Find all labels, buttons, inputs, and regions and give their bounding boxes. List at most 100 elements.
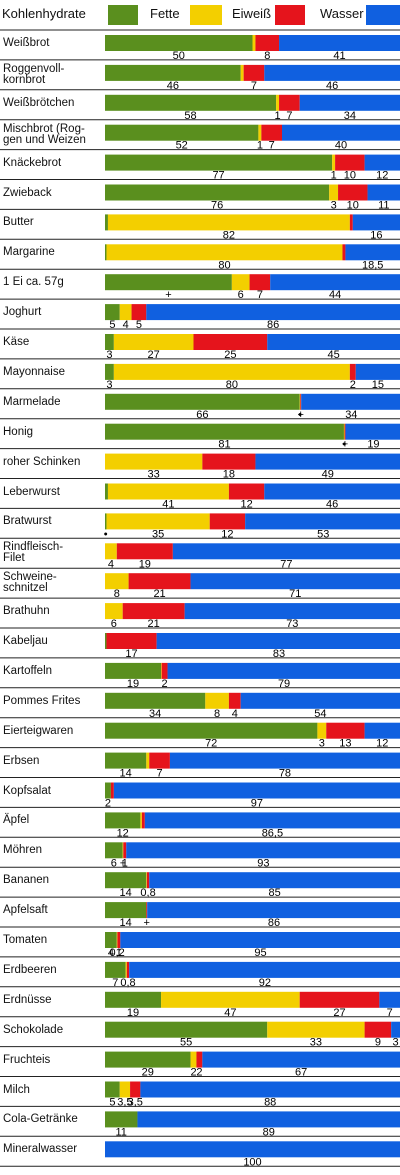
value-label: 9 [375, 1037, 381, 1049]
bar-segment [255, 35, 280, 51]
category-label: Erbsen [3, 754, 40, 767]
bar-segment [169, 752, 400, 769]
category-label: Honig [3, 425, 34, 438]
bar-segment [122, 603, 185, 620]
value-label: 2 [105, 798, 111, 810]
value-label: + [165, 289, 171, 301]
legend-swatch [366, 5, 400, 25]
bar-segment [113, 334, 194, 350]
bar-segment [332, 154, 336, 171]
bar-segment [105, 872, 147, 889]
bar-segment [345, 423, 400, 440]
bar-segment [107, 214, 350, 231]
bar-segment [367, 184, 400, 201]
value-label: 27 [148, 349, 160, 361]
value-label: 4 [108, 947, 114, 959]
value-label: 12 [240, 499, 252, 511]
bar-segment [196, 1051, 203, 1068]
bar-segment [140, 1081, 400, 1098]
bar-segment [105, 573, 129, 590]
value-label: 14 [120, 887, 132, 899]
value-label: 7 [251, 80, 257, 92]
category-label: Pommes Frites [3, 694, 81, 707]
value-label: 14 [120, 917, 132, 929]
value-label: 2 [162, 678, 168, 690]
category-label: Brathuhn [3, 605, 50, 618]
value-label: 1 [257, 140, 263, 152]
bar-segment [105, 1051, 191, 1068]
value-label: 40 [335, 140, 347, 152]
bar-segment [105, 991, 162, 1008]
bar-segment [264, 64, 400, 81]
value-label: 33 [148, 469, 160, 481]
category-label: Cola-Getränke [3, 1113, 78, 1126]
value-label: 88 [264, 1097, 276, 1109]
category-label: roher Schinken [3, 455, 81, 468]
bar-segment [105, 154, 333, 171]
bar-segment [128, 573, 191, 590]
bar-segment [190, 1051, 197, 1068]
bar-segment [144, 812, 400, 829]
bar-segment [338, 184, 368, 201]
bar-segment [184, 603, 400, 620]
value-label: 3 [319, 738, 325, 750]
bar-segment [105, 932, 117, 948]
bar-segment [105, 453, 203, 470]
value-label: + [298, 409, 304, 421]
value-label: 78 [279, 768, 291, 780]
bar-segment [146, 872, 147, 889]
value-label: 46 [326, 499, 338, 511]
bar-segment [149, 872, 400, 889]
value-label: 12 [221, 528, 233, 540]
value-label: 92 [259, 977, 271, 989]
value-label: 1 [331, 170, 337, 182]
bar-segment [105, 662, 162, 679]
value-label: 52 [176, 140, 188, 152]
value-label: • [342, 439, 346, 451]
bar-segment [156, 633, 400, 649]
value-label: 83 [273, 648, 285, 660]
bar-segment [364, 154, 400, 171]
category-label: Mineralwasser [3, 1143, 78, 1156]
category-label: Margarine [3, 246, 55, 259]
bar-segment [231, 274, 250, 291]
category-label: Möhren [3, 844, 42, 857]
value-label: 0,2 [109, 947, 124, 959]
bar-segment [105, 752, 147, 769]
bar-segment [105, 692, 206, 709]
value-label: 97 [251, 798, 263, 810]
bar-segment [258, 124, 262, 141]
bar-segment [245, 513, 400, 530]
value-label: 3,5 [117, 1097, 132, 1109]
bar-segment [267, 334, 400, 350]
value-label: 11 [378, 200, 389, 212]
value-label: 77 [280, 558, 292, 570]
category-label: Knäckebrot [3, 156, 62, 169]
value-label: 1 [122, 857, 128, 869]
value-label: 86 [267, 319, 279, 331]
value-label: 34 [149, 708, 161, 720]
bar-segment [105, 543, 117, 560]
bar-segment [113, 782, 400, 799]
value-label: 41 [162, 499, 174, 511]
value-label: 4 [108, 558, 114, 570]
category-label: Mischbrot (Rog- gen und Weizen [3, 122, 86, 146]
bar-segment [126, 842, 400, 859]
value-label: 29 [142, 1067, 154, 1079]
value-label: 49 [322, 469, 334, 481]
bar-segment [202, 1051, 400, 1068]
bar-segment [105, 842, 123, 859]
bar-segment [202, 453, 256, 470]
bar-segment [122, 842, 124, 859]
value-label: 55 [180, 1037, 192, 1049]
value-label: 25 [224, 349, 236, 361]
value-label: 4 [232, 708, 238, 720]
bar-segment [342, 244, 346, 261]
value-label: 7 [269, 140, 275, 152]
legend-swatch [190, 5, 222, 25]
category-label: Weißbrötchen [3, 96, 75, 109]
bar-segment [270, 274, 400, 291]
value-label: 3 [106, 349, 112, 361]
category-label: Erdbeeren [3, 963, 57, 976]
bar-segment [125, 961, 127, 978]
